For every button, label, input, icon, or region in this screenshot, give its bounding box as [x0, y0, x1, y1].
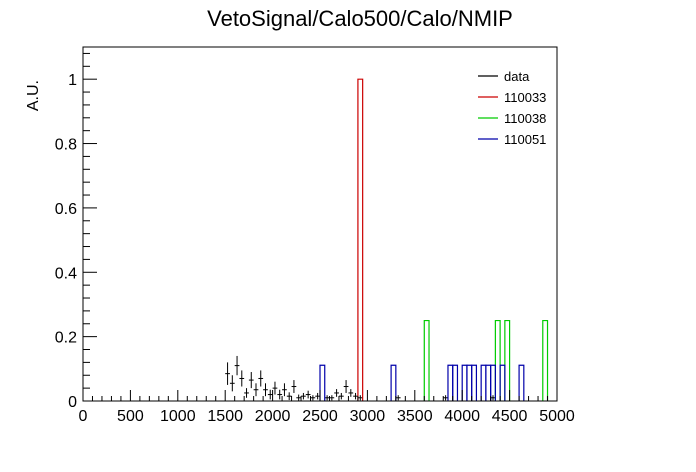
data-point: [286, 392, 292, 401]
histogram-bin-110051: [490, 364, 496, 401]
data-point: [301, 392, 306, 400]
data-point: [229, 375, 235, 392]
histogram-bin-110038: [504, 319, 511, 401]
data-point: [234, 355, 240, 376]
data-point: [338, 392, 344, 400]
data-point: [329, 395, 335, 401]
legend-entry: 110033: [478, 90, 546, 105]
data-point: [443, 395, 448, 401]
x-tick-label: 500: [117, 408, 144, 425]
x-tick-label: 1000: [160, 408, 196, 425]
data-point: [225, 362, 230, 385]
y-axis-label: A.U.: [25, 80, 42, 111]
histogram-bin-110051: [452, 364, 459, 401]
data-point: [348, 389, 354, 397]
data-point: [291, 380, 297, 393]
legend: data 110033 110038 110051: [478, 69, 546, 147]
y-tick-label: 0.8: [55, 137, 77, 154]
data-point: [357, 395, 363, 401]
data-point: [334, 389, 339, 397]
data-point: [343, 380, 349, 393]
data-point: [315, 392, 320, 400]
data-point: [310, 395, 316, 401]
data-point: [272, 381, 278, 395]
axes-layer: 0 500 1000 1500 2000 2500 3000 3500 4000 4500 5000…: [55, 52, 575, 425]
legend-label: data: [504, 69, 530, 84]
x-tick-label: 4500: [492, 408, 528, 425]
series-layer: [225, 78, 549, 401]
data-point: [282, 383, 287, 397]
x-tick-label: 2500: [302, 408, 338, 425]
data-point: [263, 383, 268, 397]
y-tick-label: 0.6: [55, 201, 77, 218]
x-tick-label: 4000: [444, 408, 480, 425]
legend-label: 110038: [504, 111, 546, 126]
x-tick-label: 1500: [207, 408, 243, 425]
data-point: [267, 389, 273, 400]
y-tick-label: 0.2: [55, 330, 77, 347]
data-point: [258, 370, 264, 387]
histogram-bin-110051: [485, 364, 492, 401]
data-point: [296, 394, 302, 401]
data-point: [353, 392, 358, 400]
x-tick-label: 2000: [255, 408, 291, 425]
y-tick-label: 0: [68, 394, 77, 411]
data-point: [244, 388, 249, 398]
histogram-bin-110038: [494, 319, 501, 401]
data-point: [277, 389, 283, 400]
y-tick-label: 1: [68, 72, 77, 89]
legend-entry: 110051: [478, 132, 546, 147]
y-tick-label: 0.4: [55, 265, 77, 282]
histogram-bin-110051: [466, 364, 473, 401]
histogram-bin-110051: [461, 364, 468, 401]
histogram-bin-110051: [447, 364, 454, 401]
histogram-bin-110051: [390, 364, 397, 401]
histogram-bin-110051: [471, 364, 478, 401]
data-point: [324, 395, 330, 401]
histogram-bin-110051: [480, 364, 487, 401]
x-tick-label: 3000: [350, 408, 386, 425]
x-tick-label: 3500: [397, 408, 433, 425]
data-point: [395, 395, 401, 401]
data-point: [490, 395, 496, 401]
legend-label: 110033: [504, 90, 546, 105]
legend-entry: data: [478, 69, 530, 84]
histogram-bin-110038: [423, 319, 430, 401]
histogram-bin-110051: [499, 364, 506, 401]
x-tick-label: 0: [79, 408, 88, 425]
legend-label: 110051: [504, 132, 546, 147]
x-tick-label: 5000: [539, 408, 575, 425]
data-point: [253, 383, 259, 397]
plot-frame: [82, 46, 558, 402]
chart-title: VetoSignal/Calo500/Calo/NMIP: [207, 6, 513, 31]
data-point: [305, 390, 311, 399]
histogram-bin-110051: [319, 364, 326, 401]
data-point: [239, 370, 245, 387]
histogram-bin-110051: [518, 364, 525, 401]
legend-entry: 110038: [478, 111, 546, 126]
histogram-bin-110038: [542, 319, 549, 401]
histogram-bin-110033: [357, 78, 364, 401]
data-point: [248, 372, 254, 389]
